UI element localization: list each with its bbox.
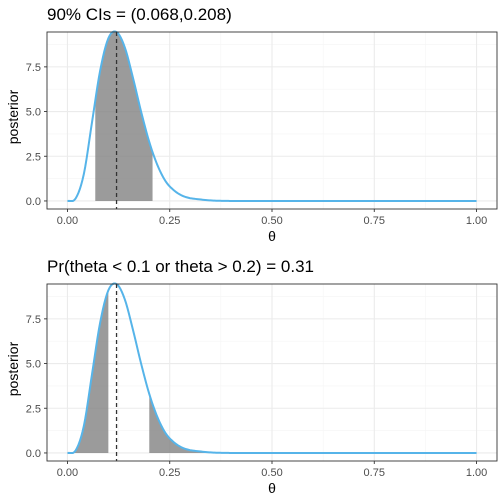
y-ticks: 0.0 2.5 5.0 7.5 [26, 62, 47, 208]
y-tick-label: 5.0 [26, 107, 41, 119]
shaded-areas [95, 31, 153, 201]
panel-top: 90% CIs = (0.068,0.208) 0.0 2.5 5.0 7.5 0.0… [5, 5, 498, 244]
x-axis-label: θ [268, 228, 276, 244]
x-tick-label: 0.75 [364, 215, 385, 227]
x-tick-label: 0.25 [159, 467, 180, 479]
x-tick-label: 0.50 [261, 215, 282, 227]
curves [67, 282, 477, 454]
x-ticks: 0.00 0.25 0.50 0.75 1.00 [57, 461, 487, 479]
shaded-areas [67, 290, 477, 453]
panel-title: Pr(theta < 0.1 or theta > 0.2) = 0.31 [47, 257, 314, 276]
x-tick-label: 0.25 [159, 215, 180, 227]
shaded-area [67, 290, 109, 453]
curves [67, 30, 477, 202]
x-tick-label: 0.75 [364, 467, 385, 479]
y-ticks: 0.0 2.5 5.0 7.5 [26, 314, 47, 460]
y-tick-label: 7.5 [26, 314, 41, 326]
y-tick-label: 5.0 [26, 359, 41, 371]
y-tick-label: 2.5 [26, 151, 41, 163]
y-tick-label: 7.5 [26, 62, 41, 74]
y-axis-label: posterior [5, 89, 21, 144]
y-axis-label: posterior [5, 341, 21, 396]
x-tick-label: 0.50 [261, 467, 282, 479]
grid [47, 284, 497, 461]
posterior-curve [67, 282, 477, 454]
x-tick-label: 1.00 [466, 215, 487, 227]
y-tick-label: 0.0 [26, 448, 41, 460]
posterior-curve [67, 30, 477, 202]
x-axis-label: θ [268, 480, 276, 496]
panel-title: 90% CIs = (0.068,0.208) [47, 5, 232, 24]
shaded-area [95, 31, 153, 201]
x-ticks: 0.00 0.25 0.50 0.75 1.00 [57, 209, 487, 227]
y-tick-label: 2.5 [26, 403, 41, 415]
panel-bottom: Pr(theta < 0.1 or theta > 0.2) = 0.31 0.… [5, 257, 498, 496]
y-tick-label: 0.0 [26, 196, 41, 208]
x-tick-label: 0.00 [57, 215, 78, 227]
x-tick-label: 1.00 [466, 467, 487, 479]
x-tick-label: 0.00 [57, 467, 78, 479]
